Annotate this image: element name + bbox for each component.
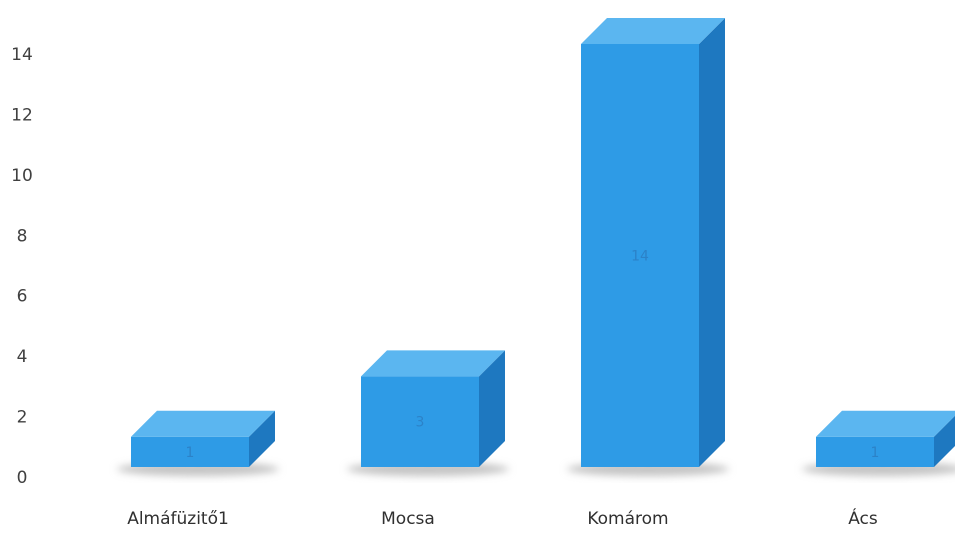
bar-top-face (581, 18, 725, 44)
bar-mocsa: 3 (347, 350, 509, 476)
bar-top-face (361, 350, 505, 377)
x-tick-label: Komárom (587, 509, 668, 529)
bar-series: 1 3 14 1 (117, 18, 955, 476)
bar-side-face (249, 410, 275, 467)
bar--cs: 1 (802, 410, 955, 476)
bar-side-face (699, 18, 725, 467)
y-tick-label: 12 (11, 105, 33, 125)
y-tick-label: 4 (17, 347, 28, 367)
bar-top-face (816, 410, 955, 437)
data-label: 3 (416, 415, 425, 431)
bar-front-face (816, 436, 934, 467)
data-label: 14 (631, 249, 649, 265)
bar-kom-rom: 14 (567, 18, 729, 476)
y-tick-label: 8 (17, 226, 28, 246)
data-label: 1 (871, 445, 880, 461)
y-tick-label: 6 (17, 287, 28, 307)
bar-alm-f-zit-1: 1 (117, 410, 279, 476)
y-tick-label: 2 (17, 408, 28, 428)
data-label: 1 (186, 445, 195, 461)
y-axis: 0 2 4 6 8 10 12 14 (11, 45, 33, 488)
y-tick-label: 0 (17, 468, 28, 488)
bar-front-face (581, 44, 699, 467)
x-axis: Almáfüzitő1 Mocsa Komárom Ács (127, 507, 878, 529)
bar-side-face (934, 415, 955, 467)
bar-front-face (361, 376, 479, 467)
bar-top-face (131, 410, 275, 437)
bar-front-face (131, 436, 249, 467)
bar-side-face (479, 350, 505, 467)
x-tick-label: Almáfüzitő1 (127, 509, 229, 529)
y-tick-label: 14 (11, 45, 33, 65)
x-tick-label: Ács (848, 507, 878, 529)
x-tick-label: Mocsa (381, 509, 435, 529)
y-tick-label: 10 (11, 166, 33, 186)
